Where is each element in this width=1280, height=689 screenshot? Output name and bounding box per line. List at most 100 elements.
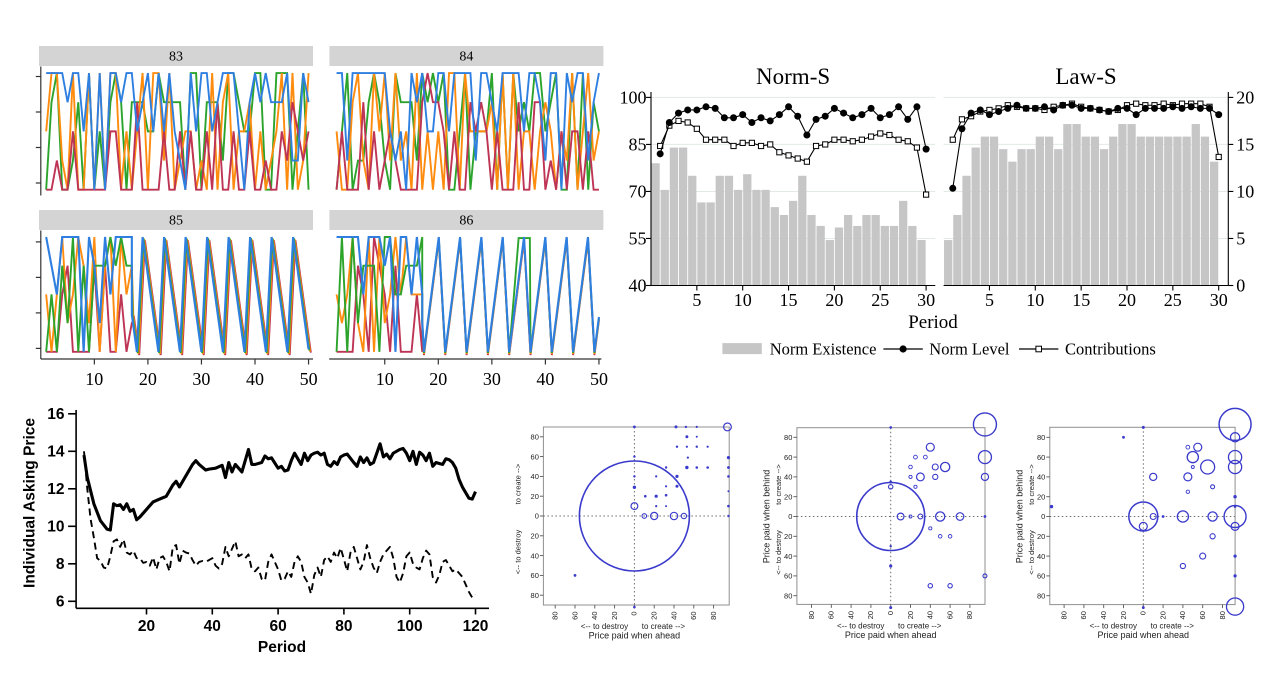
svg-text:Period: Period [908, 312, 958, 333]
svg-text:80: 80 [1218, 611, 1227, 619]
svg-text:5: 5 [1236, 229, 1245, 249]
svg-text:to create -->: to create --> [1151, 622, 1195, 631]
svg-text:80: 80 [784, 433, 792, 442]
svg-text:80: 80 [807, 611, 816, 619]
svg-text:80: 80 [1037, 591, 1045, 600]
svg-text:85: 85 [169, 214, 183, 229]
svg-text:20: 20 [1119, 611, 1128, 619]
svg-text:60: 60 [1198, 611, 1207, 619]
svg-text:40: 40 [204, 618, 221, 635]
svg-text:20: 20 [1037, 492, 1045, 501]
svg-text:40: 40 [246, 369, 264, 389]
svg-text:0: 0 [535, 512, 539, 521]
svg-text:Price paid when behind: Price paid when behind [762, 470, 772, 564]
svg-text:120: 120 [463, 618, 489, 635]
svg-text:60: 60 [784, 453, 792, 462]
svg-text:Norm Existence: Norm Existence [770, 340, 877, 359]
svg-text:to create -->: to create --> [1027, 464, 1036, 505]
svg-text:10: 10 [1236, 181, 1254, 201]
svg-text:0: 0 [1236, 276, 1245, 296]
svg-text:55: 55 [629, 229, 647, 249]
svg-text:60: 60 [531, 452, 539, 461]
svg-text:10: 10 [376, 369, 394, 389]
svg-text:80: 80 [531, 433, 539, 442]
svg-text:80: 80 [531, 591, 539, 600]
svg-text:86: 86 [459, 214, 473, 229]
svg-text:80: 80 [965, 611, 974, 619]
svg-text:60: 60 [269, 618, 286, 635]
svg-text:60: 60 [827, 611, 836, 619]
svg-text:40: 40 [531, 551, 539, 560]
svg-text:60: 60 [531, 571, 539, 580]
svg-text:<-- to destroy: <-- to destroy [514, 530, 523, 575]
svg-text:30: 30 [192, 369, 210, 389]
svg-text:20: 20 [784, 532, 792, 541]
svg-text:60: 60 [1037, 572, 1045, 581]
svg-text:to create -->: to create --> [642, 622, 686, 631]
svg-text:20: 20 [531, 492, 539, 501]
svg-text:60: 60 [1037, 453, 1045, 462]
svg-text:<-- to destroy: <-- to destroy [774, 530, 783, 575]
svg-text:20: 20 [429, 369, 447, 389]
svg-text:40: 40 [629, 276, 647, 296]
svg-text:20: 20 [1118, 290, 1136, 310]
svg-text:15: 15 [1072, 290, 1090, 310]
svg-text:to create -->: to create --> [774, 464, 783, 505]
svg-text:80: 80 [1059, 611, 1068, 619]
svg-text:10: 10 [734, 290, 752, 310]
svg-text:Norm-S: Norm-S [756, 64, 830, 89]
svg-text:25: 25 [1164, 290, 1182, 310]
svg-text:60: 60 [784, 572, 792, 581]
svg-text:14: 14 [47, 444, 65, 461]
svg-text:60: 60 [570, 612, 579, 620]
svg-text:20: 20 [610, 612, 619, 620]
svg-text:100: 100 [397, 618, 423, 635]
svg-text:40: 40 [1099, 611, 1108, 619]
svg-text:0: 0 [886, 611, 895, 615]
svg-text:40: 40 [669, 612, 678, 620]
svg-text:60: 60 [945, 611, 954, 619]
svg-text:<-- to destroy: <-- to destroy [581, 622, 628, 631]
svg-text:20: 20 [825, 290, 843, 310]
svg-text:12: 12 [47, 481, 64, 498]
svg-text:Contributions: Contributions [1065, 340, 1156, 359]
svg-text:20: 20 [1158, 611, 1167, 619]
svg-text:15: 15 [780, 290, 798, 310]
svg-text:<-- to destroy: <-- to destroy [1027, 530, 1036, 575]
svg-text:40: 40 [1037, 552, 1045, 561]
svg-text:15: 15 [1236, 134, 1254, 154]
svg-text:5: 5 [692, 290, 701, 310]
svg-text:to create -->: to create --> [898, 621, 942, 630]
svg-text:Law-S: Law-S [1055, 64, 1116, 89]
svg-text:Price paid when ahead: Price paid when ahead [845, 630, 937, 640]
svg-text:50: 50 [300, 369, 318, 389]
svg-text:50: 50 [590, 369, 608, 389]
svg-text:0: 0 [1139, 611, 1148, 615]
svg-text:Price paid when behind: Price paid when behind [1015, 470, 1025, 564]
svg-text:Individual Asking Price: Individual Asking Price [22, 418, 39, 588]
svg-text:25: 25 [871, 290, 889, 310]
svg-text:60: 60 [689, 612, 698, 620]
svg-text:16: 16 [47, 406, 65, 423]
svg-text:10: 10 [85, 369, 103, 389]
svg-text:30: 30 [483, 369, 501, 389]
svg-text:to create -->: to create --> [514, 463, 523, 504]
svg-text:0: 0 [1041, 512, 1045, 521]
svg-text:8: 8 [56, 556, 65, 573]
svg-text:30: 30 [1210, 290, 1228, 310]
svg-text:80: 80 [1037, 433, 1045, 442]
svg-text:80: 80 [335, 618, 352, 635]
svg-text:85: 85 [629, 134, 647, 154]
svg-text:40: 40 [590, 612, 599, 620]
svg-text:80: 80 [784, 591, 792, 600]
svg-text:20: 20 [138, 618, 155, 635]
svg-text:Norm Level: Norm Level [929, 340, 1010, 359]
svg-text:40: 40 [531, 472, 539, 481]
svg-text:40: 40 [784, 473, 792, 482]
svg-text:20: 20 [650, 612, 659, 620]
svg-text:<-- to destroy: <-- to destroy [837, 621, 884, 630]
svg-text:40: 40 [1037, 473, 1045, 482]
svg-text:40: 40 [1178, 611, 1187, 619]
svg-text:80: 80 [551, 612, 560, 620]
svg-text:84: 84 [459, 50, 473, 65]
